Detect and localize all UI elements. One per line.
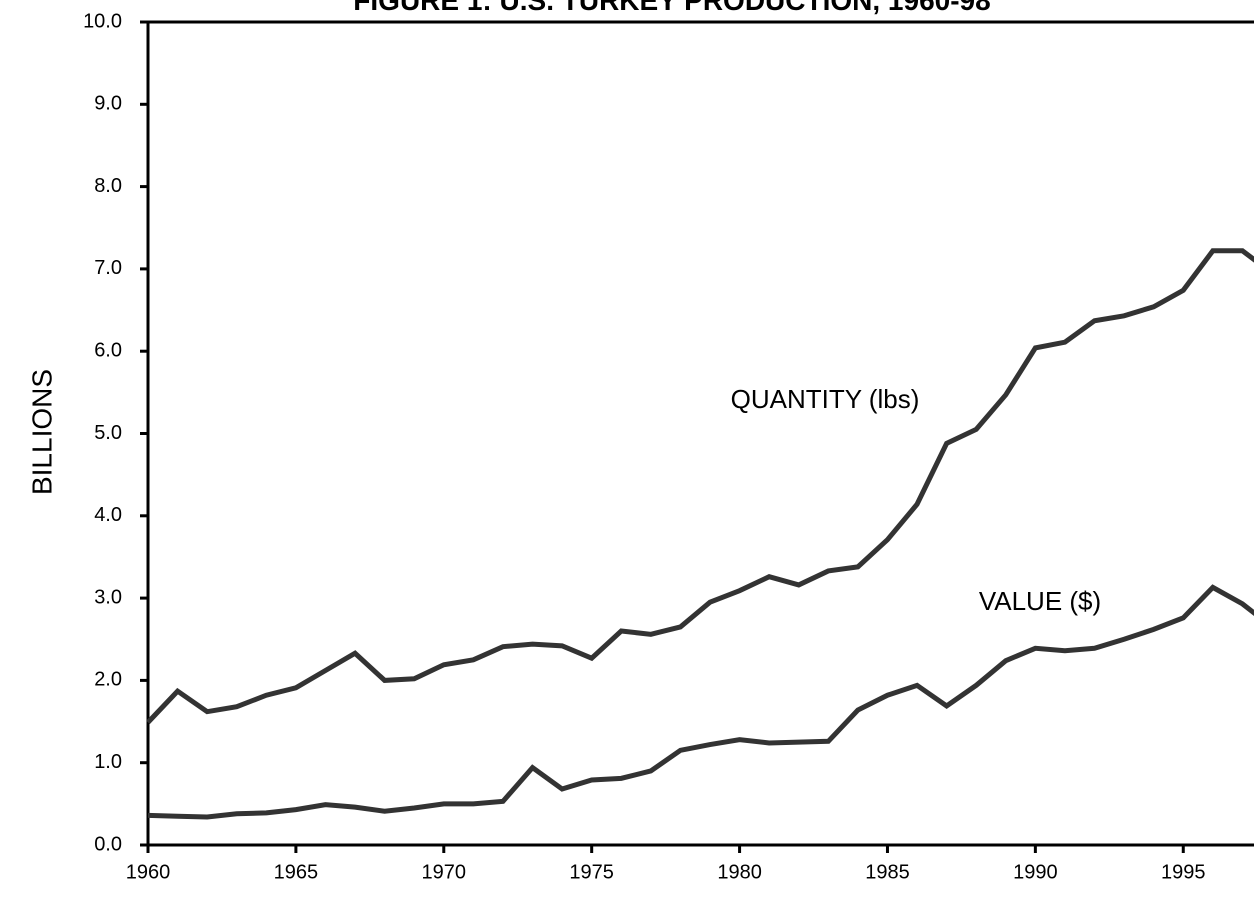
x-tick-label: 1975	[569, 861, 614, 883]
y-tick-label: 1.0	[94, 751, 122, 773]
y-tick-label: 7.0	[94, 257, 122, 279]
x-tick-label: 1965	[274, 861, 319, 883]
y-tick-label: 10.0	[83, 10, 122, 32]
chart-title: FIGURE 1: U.S. TURKEY PRODUCTION, 1960-9…	[353, 0, 990, 16]
y-tick-label: 9.0	[94, 93, 122, 115]
y-tick-label: 2.0	[94, 669, 122, 691]
y-axis-label: BILLIONS	[26, 369, 57, 495]
y-tick-label: 0.0	[94, 833, 122, 855]
x-tick-label: 1980	[717, 861, 762, 883]
y-tick-label: 6.0	[94, 339, 122, 361]
x-tick-label: 1960	[126, 861, 171, 883]
y-tick-label: 4.0	[94, 504, 122, 526]
series-line	[147, 584, 1254, 820]
series-line	[146, 248, 1254, 725]
x-tick-label: 1970	[422, 861, 467, 883]
x-tick-label: 1995	[1161, 861, 1206, 883]
y-tick-label: 3.0	[94, 586, 122, 608]
x-tick-label: 1990	[1013, 861, 1058, 883]
y-tick-label: 5.0	[94, 422, 122, 444]
annotation: VALUE ($)	[979, 586, 1101, 616]
annotation: QUANTITY (lbs)	[731, 384, 920, 414]
y-tick-label: 8.0	[94, 175, 122, 197]
x-tick-label: 1985	[865, 861, 910, 883]
